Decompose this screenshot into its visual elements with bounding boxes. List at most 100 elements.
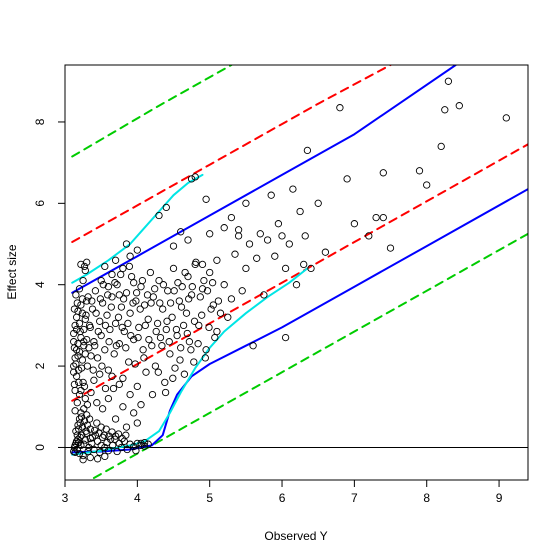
data-point <box>455 102 463 110</box>
data-point <box>125 358 133 366</box>
data-point <box>80 325 88 334</box>
data-point <box>137 439 145 448</box>
data-point <box>117 303 126 311</box>
data-point <box>122 240 131 248</box>
data-point <box>80 440 88 448</box>
curve-line-8 <box>71 267 309 456</box>
data-point <box>70 305 79 313</box>
data-point <box>227 213 236 222</box>
data-point <box>77 413 86 421</box>
data-point <box>198 285 207 293</box>
data-point <box>70 368 78 376</box>
data-point <box>208 279 217 287</box>
data-point <box>336 104 344 112</box>
data-point <box>224 313 232 321</box>
data-point <box>79 456 87 464</box>
data-point <box>159 281 168 289</box>
data-point <box>321 248 330 256</box>
data-point <box>126 309 134 317</box>
data-point <box>101 321 110 330</box>
data-point <box>96 317 104 325</box>
data-point <box>148 342 156 350</box>
data-point <box>182 309 191 317</box>
x-tick-label: 6 <box>279 491 286 505</box>
data-point <box>104 394 113 403</box>
data-point <box>372 213 380 222</box>
data-point <box>145 335 153 344</box>
data-point <box>122 289 131 297</box>
data-point <box>281 333 290 342</box>
data-point <box>144 440 152 448</box>
data-point <box>93 354 102 362</box>
data-point <box>113 281 121 289</box>
data-point <box>177 344 185 352</box>
data-point <box>75 449 84 458</box>
data-point <box>98 362 106 370</box>
data-point <box>107 303 115 311</box>
y-axis-title: Effect size <box>5 244 19 299</box>
data-point <box>192 258 200 266</box>
data-point <box>74 435 82 443</box>
data-point <box>79 378 87 387</box>
data-point <box>256 230 264 238</box>
data-point <box>98 299 107 307</box>
x-tick-label: 8 <box>423 491 430 505</box>
data-point <box>96 370 104 378</box>
data-point <box>132 289 141 297</box>
data-point <box>85 321 94 330</box>
data-point <box>90 338 98 346</box>
y-tick-label: 8 <box>33 118 47 125</box>
y-axis: 0 2 4 6 8 <box>33 118 66 451</box>
data-point <box>343 175 351 183</box>
data-point <box>90 445 98 454</box>
data-point <box>165 338 173 346</box>
data-point <box>379 169 387 177</box>
data-point <box>112 342 121 350</box>
x-tick-label: 3 <box>62 491 69 505</box>
data-point <box>314 199 322 207</box>
data-point <box>220 224 228 232</box>
data-point <box>93 419 101 427</box>
data-point <box>140 354 148 362</box>
data-point <box>133 439 141 448</box>
data-point <box>111 279 119 287</box>
data-point <box>115 380 123 389</box>
data-point <box>94 327 102 336</box>
data-point <box>278 232 286 240</box>
data-point <box>80 405 88 413</box>
data-point <box>441 106 449 114</box>
data-point <box>111 435 119 443</box>
data-point <box>190 358 198 366</box>
data-point <box>104 366 113 374</box>
data-point <box>185 295 193 303</box>
data-point <box>108 428 116 436</box>
data-point <box>135 323 143 332</box>
data-point <box>162 203 170 212</box>
data-point <box>80 382 89 391</box>
data-point <box>78 356 87 364</box>
data-point <box>386 244 395 252</box>
data-point <box>126 252 134 260</box>
data-point <box>105 338 113 346</box>
data-point <box>281 264 290 273</box>
data-point <box>415 167 424 175</box>
data-point <box>124 319 132 328</box>
data-point <box>249 342 257 350</box>
data-point <box>75 319 84 328</box>
data-point <box>206 268 214 277</box>
data-point <box>75 390 84 399</box>
data-point <box>207 305 215 313</box>
data-point <box>196 293 204 301</box>
data-point <box>137 401 145 409</box>
data-point <box>166 299 175 307</box>
data-point <box>71 448 79 456</box>
data-point <box>202 346 210 354</box>
data-point <box>80 342 88 350</box>
curve-line-3 <box>71 65 392 243</box>
data-point <box>72 325 81 334</box>
data-point <box>104 291 112 299</box>
data-point <box>289 185 297 193</box>
data-point <box>303 146 312 155</box>
data-point <box>169 242 178 250</box>
data-point <box>195 321 203 330</box>
